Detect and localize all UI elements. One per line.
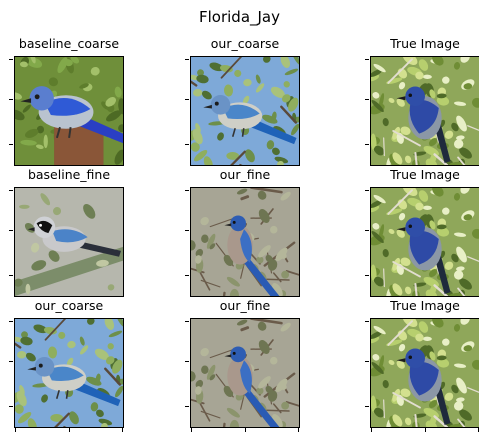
- y-tick-mark: [9, 406, 13, 407]
- panel-image: [370, 56, 479, 166]
- image-panel: True Image: [365, 36, 479, 166]
- x-tick-mark: [298, 428, 299, 432]
- image-panel: True Image: [365, 298, 479, 432]
- y-tick-mark: [185, 99, 189, 100]
- panel-title: baseline_fine: [27, 167, 111, 182]
- panel-title: baseline_coarse: [18, 36, 120, 51]
- x-tick-mark: [15, 428, 16, 432]
- panel-image: [190, 318, 300, 428]
- panel-title: our_coarse: [34, 298, 104, 313]
- y-tick-mark: [9, 275, 13, 276]
- panel-image: [370, 187, 479, 297]
- panel-image: [190, 187, 300, 297]
- figure-title: Florida_Jay: [198, 8, 280, 26]
- image-panel: our_coarse: [185, 36, 300, 166]
- panel-image: [14, 56, 124, 166]
- panel-title: our_fine: [219, 298, 271, 313]
- image-panel: our_fine: [185, 167, 300, 297]
- panel-image: [370, 318, 479, 428]
- y-tick-mark: [365, 99, 369, 100]
- y-tick-mark: [365, 144, 369, 145]
- panel-title: True Image: [390, 36, 460, 51]
- x-tick-mark: [122, 428, 123, 432]
- panel-image: [14, 187, 124, 297]
- x-tick-mark: [245, 428, 246, 432]
- image-panel: our_fine: [185, 298, 300, 432]
- y-tick-mark: [9, 144, 13, 145]
- y-tick-mark: [9, 361, 13, 362]
- y-tick-mark: [185, 230, 189, 231]
- x-tick-mark: [371, 428, 372, 432]
- y-tick-mark: [365, 275, 369, 276]
- image-panel: our_coarse: [9, 298, 124, 432]
- image-panel: baseline_fine: [9, 167, 124, 297]
- y-tick-mark: [185, 190, 189, 191]
- y-tick-mark: [185, 406, 189, 407]
- panel-image: [14, 318, 124, 428]
- y-tick-mark: [185, 144, 189, 145]
- y-tick-mark: [9, 321, 13, 322]
- y-tick-mark: [185, 275, 189, 276]
- y-tick-mark: [9, 190, 13, 191]
- y-tick-mark: [9, 59, 13, 60]
- y-tick-mark: [365, 59, 369, 60]
- panel-title: our_coarse: [210, 36, 280, 51]
- y-tick-mark: [365, 230, 369, 231]
- y-tick-mark: [185, 321, 189, 322]
- panel-title: True Image: [390, 298, 460, 313]
- panel-title: our_fine: [219, 167, 271, 182]
- image-panel: True Image: [365, 167, 479, 297]
- x-tick-mark: [425, 428, 426, 432]
- y-tick-mark: [185, 361, 189, 362]
- y-tick-mark: [9, 230, 13, 231]
- y-tick-mark: [9, 99, 13, 100]
- y-tick-mark: [365, 406, 369, 407]
- x-tick-mark: [69, 428, 70, 432]
- x-tick-mark: [191, 428, 192, 432]
- y-tick-mark: [365, 361, 369, 362]
- panel-image: [190, 56, 300, 166]
- panel-title: True Image: [390, 167, 460, 182]
- y-tick-mark: [365, 321, 369, 322]
- image-panel: baseline_coarse: [9, 36, 124, 166]
- y-tick-mark: [185, 59, 189, 60]
- y-tick-mark: [365, 190, 369, 191]
